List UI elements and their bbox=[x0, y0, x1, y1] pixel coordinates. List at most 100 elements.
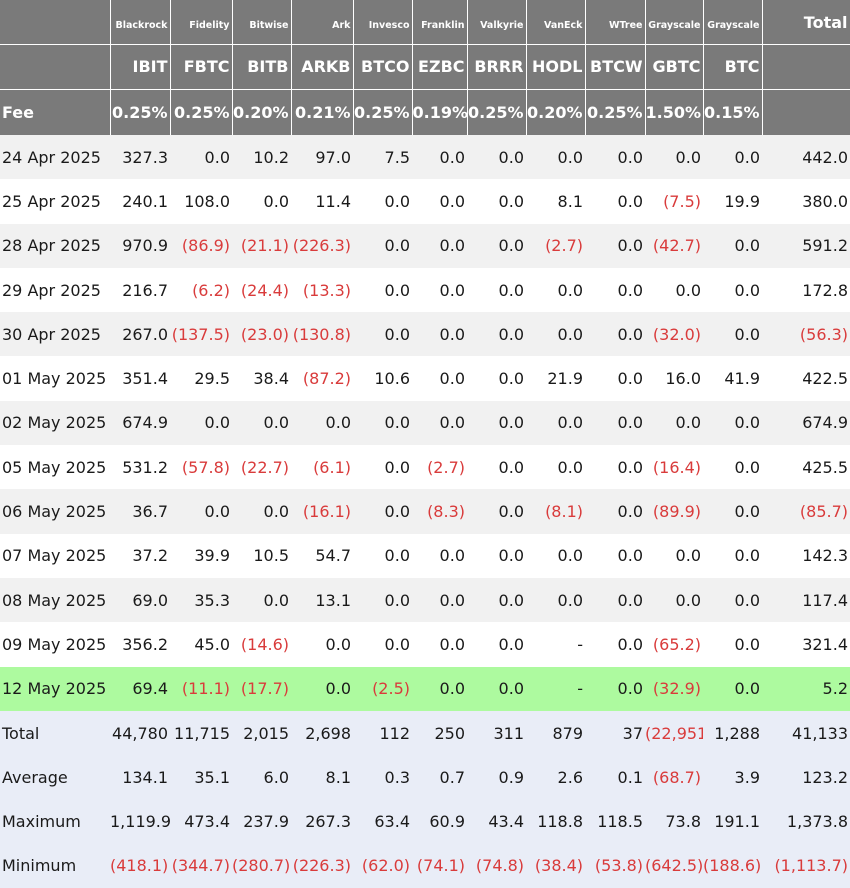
fee-total-cell bbox=[762, 88, 850, 135]
flow-value: 0.0 bbox=[703, 622, 762, 667]
flow-value: (2.7) bbox=[526, 223, 585, 268]
summary-value: 118.5 bbox=[585, 799, 645, 844]
flow-value: (8.1) bbox=[526, 489, 585, 534]
row-date: 28 Apr 2025 bbox=[0, 223, 110, 268]
flow-value: (130.8) bbox=[291, 312, 353, 357]
flow-value: 0.0 bbox=[585, 577, 645, 623]
flow-value: 0.0 bbox=[291, 666, 353, 711]
summary-value: 1,288 bbox=[703, 710, 762, 756]
flow-value: (86.9) bbox=[170, 223, 232, 268]
ticker-symbol: BTCW bbox=[585, 43, 646, 89]
row-date: 01 May 2025 bbox=[0, 356, 110, 401]
fee-value: 0.25% bbox=[170, 88, 233, 135]
flow-value: 0.0 bbox=[703, 489, 762, 534]
flow-value: (137.5) bbox=[170, 312, 232, 357]
row-date: 06 May 2025 bbox=[0, 489, 110, 534]
flow-value: 531.2 bbox=[110, 445, 170, 490]
flow-value: 0.0 bbox=[412, 400, 467, 446]
flow-value: (65.2) bbox=[645, 622, 703, 667]
flow-value: 216.7 bbox=[110, 267, 170, 313]
flow-value: 0.0 bbox=[585, 666, 645, 711]
flow-value: (226.3) bbox=[291, 223, 353, 268]
table-row: 09 May 2025 356.2 45.0 (14.6) 0.0 0.0 0.0 0.0-0… bbox=[0, 622, 850, 667]
flow-value: 0.0 bbox=[467, 489, 526, 534]
summary-value: 112 bbox=[353, 710, 412, 756]
table-row: 08 May 2025 69.0 35.3 0.0 13.1 0.0 0.0 0.0 0.0 0.… bbox=[0, 577, 850, 623]
fee-value: 0.25% bbox=[110, 88, 171, 135]
issuer-name: VanEck bbox=[526, 0, 586, 44]
summary-value: 2,698 bbox=[291, 710, 353, 756]
ticker-symbol: BRRR bbox=[467, 43, 527, 89]
ticker-symbol: BITB bbox=[232, 43, 292, 89]
flow-value: 0.0 bbox=[412, 577, 467, 623]
issuer-name: Bitwise bbox=[232, 0, 292, 44]
flow-value: 0.0 bbox=[353, 533, 412, 578]
flow-value: (16.4) bbox=[645, 445, 703, 490]
flow-value: 0.0 bbox=[526, 312, 585, 357]
summary-row: Minimum (418.1) (344.7) (280.7) (226.3) (62.0… bbox=[0, 843, 850, 888]
summary-value: 11,715 bbox=[170, 710, 232, 756]
flow-value: 0.0 bbox=[353, 577, 412, 623]
flow-value: 0.0 bbox=[703, 400, 762, 446]
flow-value: (16.1) bbox=[291, 489, 353, 534]
flow-value: 10.6 bbox=[353, 356, 412, 401]
row-total: 5.2 bbox=[762, 666, 850, 711]
summary-value: 3.9 bbox=[703, 755, 762, 800]
flow-value: 0.0 bbox=[353, 622, 412, 667]
ticker-total-cell bbox=[762, 43, 850, 89]
row-date: 30 Apr 2025 bbox=[0, 312, 110, 357]
table-row: 05 May 2025 531.2 (57.8) (22.7) (6.1) 0.0 (2.7… bbox=[0, 445, 850, 490]
summary-value: 63.4 bbox=[353, 799, 412, 844]
summary-value: (418.1) bbox=[110, 843, 170, 888]
summary-value: (188.6) bbox=[703, 843, 762, 888]
flow-value: 0.0 bbox=[585, 622, 645, 667]
issuer-header-row: Blackrock Fidelity Bitwise Ark Invesco F… bbox=[0, 0, 850, 44]
ticker-symbol: BTC bbox=[703, 43, 763, 89]
table-row: 28 Apr 2025 970.9 (86.9) (21.1) (226.3) 0.0 0.… bbox=[0, 223, 850, 268]
flow-value: 0.0 bbox=[703, 577, 762, 623]
issuer-name: Invesco bbox=[353, 0, 413, 44]
flow-value: 0.0 bbox=[585, 445, 645, 490]
flow-value: 10.2 bbox=[232, 135, 291, 180]
flow-value: (6.1) bbox=[291, 445, 353, 490]
flow-value: 8.1 bbox=[526, 179, 585, 224]
flow-value: 267.0 bbox=[110, 312, 170, 357]
flow-value: 0.0 bbox=[703, 267, 762, 313]
flow-value: 0.0 bbox=[585, 356, 645, 401]
flow-value: (17.7) bbox=[232, 666, 291, 711]
fee-value: 0.15% bbox=[703, 88, 763, 135]
flow-value: 0.0 bbox=[703, 445, 762, 490]
flow-value: - bbox=[526, 666, 585, 711]
table-row: 29 Apr 2025 216.7 (6.2) (24.4) (13.3) 0.0 0.0 0… bbox=[0, 267, 850, 313]
flow-value: 0.0 bbox=[353, 312, 412, 357]
summary-value: 473.4 bbox=[170, 799, 232, 844]
row-total: 172.8 bbox=[762, 267, 850, 313]
summary-value: 43.4 bbox=[467, 799, 526, 844]
flow-value: 0.0 bbox=[291, 400, 353, 446]
table-row: 25 Apr 2025 240.1 108.0 0.0 11.4 0.0 0.0 0.0 8.1… bbox=[0, 179, 850, 224]
summary-value: (280.7) bbox=[232, 843, 291, 888]
summary-value: 2,015 bbox=[232, 710, 291, 756]
flow-value: 0.0 bbox=[585, 179, 645, 224]
row-date: 12 May 2025 bbox=[0, 666, 110, 711]
flow-value: 0.0 bbox=[467, 666, 526, 711]
flow-value: 0.0 bbox=[412, 356, 467, 401]
fee-label: Fee bbox=[0, 88, 111, 135]
fee-value: 0.20% bbox=[526, 88, 586, 135]
flow-value: 0.0 bbox=[412, 666, 467, 711]
flow-value: 29.5 bbox=[170, 356, 232, 401]
flow-value: 0.0 bbox=[467, 400, 526, 446]
summary-label: Minimum bbox=[0, 843, 110, 888]
flow-value: (87.2) bbox=[291, 356, 353, 401]
issuer-name: Blackrock bbox=[110, 0, 171, 44]
row-total: 321.4 bbox=[762, 622, 850, 667]
flow-value: 0.0 bbox=[291, 622, 353, 667]
row-total: (85.7) bbox=[762, 489, 850, 534]
summary-value: 8.1 bbox=[291, 755, 353, 800]
summary-value: 267.3 bbox=[291, 799, 353, 844]
issuer-name: Franklin bbox=[412, 0, 468, 44]
summary-value: 44,780 bbox=[110, 710, 170, 756]
flow-value: 69.4 bbox=[110, 666, 170, 711]
flow-value: 0.0 bbox=[467, 356, 526, 401]
row-total: 442.0 bbox=[762, 135, 850, 180]
